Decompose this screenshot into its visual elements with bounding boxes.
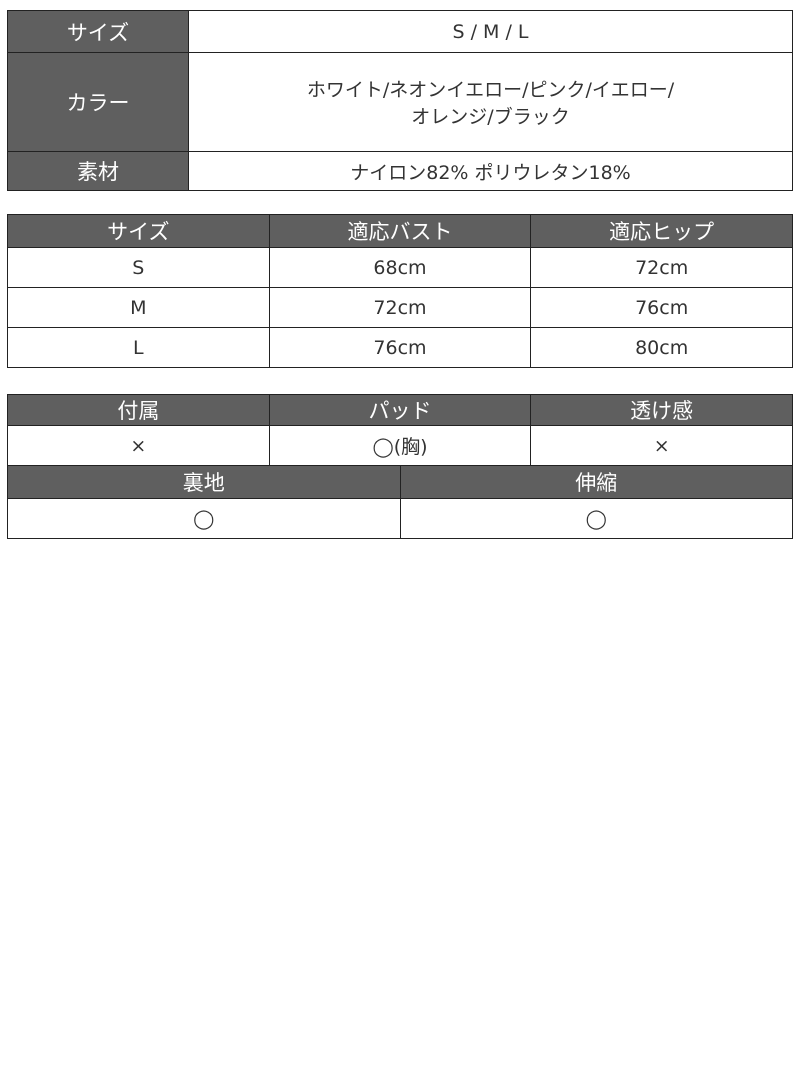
- spec-value: ナイロン82% ポリウレタン18%: [188, 151, 793, 191]
- cell: 72cm: [268, 287, 532, 328]
- spec-value: S / M / L: [188, 10, 793, 53]
- color-line: オレンジ/ブラック: [411, 106, 570, 128]
- column-header: 付属: [7, 394, 270, 426]
- cell: ◯: [399, 498, 793, 539]
- color-line: ホワイト/ネオンイエロー/ピンク/イエロー/: [306, 79, 675, 101]
- cell: ×: [7, 425, 270, 466]
- cell: M: [7, 287, 270, 328]
- column-header: サイズ: [7, 214, 270, 248]
- features-table-2: 裏地 伸縮 ◯ ◯: [7, 465, 793, 539]
- cell: ◯: [7, 498, 401, 539]
- table-row: S 68cm 72cm: [7, 247, 793, 288]
- spec-table: サイズ S / M / L カラー ホワイト/ネオンイエロー/ピンク/イエロー/オレ…: [7, 10, 793, 191]
- spec-value: ホワイト/ネオンイエロー/ピンク/イエロー/オレンジ/ブラック: [188, 52, 793, 152]
- column-header: パッド: [268, 394, 532, 426]
- table-row: ◯ ◯: [7, 498, 793, 539]
- column-header: 透け感: [530, 394, 793, 426]
- table-row: L 76cm 80cm: [7, 327, 793, 368]
- column-header: 適応バスト: [268, 214, 532, 248]
- table-row: M 72cm 76cm: [7, 287, 793, 328]
- spec-label: サイズ: [7, 10, 189, 53]
- cell: 76cm: [530, 287, 793, 328]
- cell: 72cm: [530, 247, 793, 288]
- cell: 80cm: [530, 327, 793, 368]
- cell: ×: [530, 425, 793, 466]
- table-row: × ◯(胸) ×: [7, 425, 793, 466]
- spec-label: カラー: [7, 52, 189, 152]
- features-table: 付属 パッド 透け感 × ◯(胸) ×: [7, 394, 793, 466]
- cell: ◯(胸): [268, 425, 532, 466]
- cell: L: [7, 327, 270, 368]
- size-table: サイズ 適応バスト 適応ヒップ S 68cm 72cm M 72cm 76cm L 76cm 8…: [7, 214, 793, 368]
- column-header: 適応ヒップ: [530, 214, 793, 248]
- spec-label: 素材: [7, 151, 189, 191]
- column-header: 裏地: [7, 465, 401, 499]
- cell: S: [7, 247, 270, 288]
- cell: 68cm: [268, 247, 532, 288]
- column-header: 伸縮: [399, 465, 793, 499]
- cell: 76cm: [268, 327, 532, 368]
